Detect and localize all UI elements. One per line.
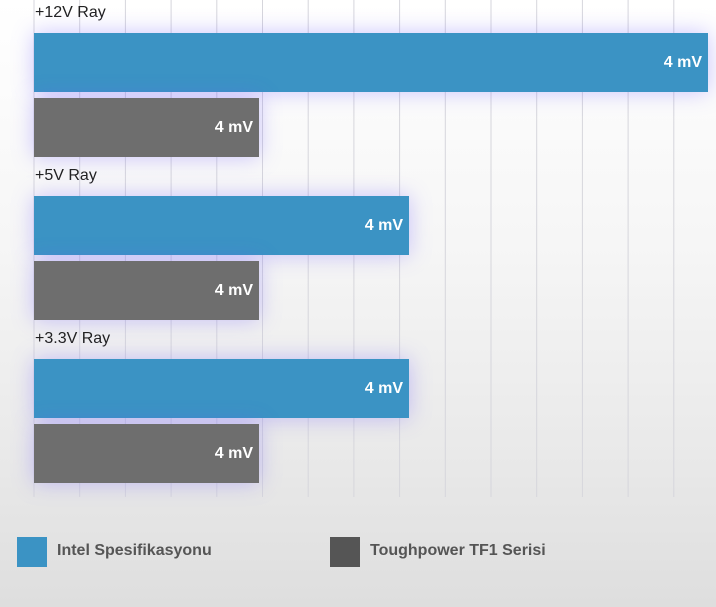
bar-label: 4 mV — [214, 445, 253, 462]
group-label: +12V Ray — [35, 4, 106, 21]
bar-label: 4 mV — [663, 54, 702, 71]
group-label: +3.3V Ray — [35, 330, 111, 347]
legend-label: Toughpower TF1 Serisi — [370, 542, 546, 559]
legend-label: Intel Spesifikasyonu — [57, 542, 212, 559]
bar-label: 4 mV — [214, 119, 253, 136]
bar: 4 mV — [34, 359, 409, 418]
bar: 4 mV — [34, 98, 259, 157]
bar-label: 4 mV — [364, 380, 403, 397]
bar-label: 4 mV — [364, 217, 403, 234]
group-label: +5V Ray — [35, 167, 97, 184]
legend-swatch — [17, 537, 47, 567]
bar: 4 mV — [34, 424, 259, 483]
bar: 4 mV — [34, 33, 708, 92]
legend-swatch — [330, 537, 360, 567]
bar: 4 mV — [34, 261, 259, 320]
bar: 4 mV — [34, 196, 409, 255]
bar-label: 4 mV — [214, 282, 253, 299]
